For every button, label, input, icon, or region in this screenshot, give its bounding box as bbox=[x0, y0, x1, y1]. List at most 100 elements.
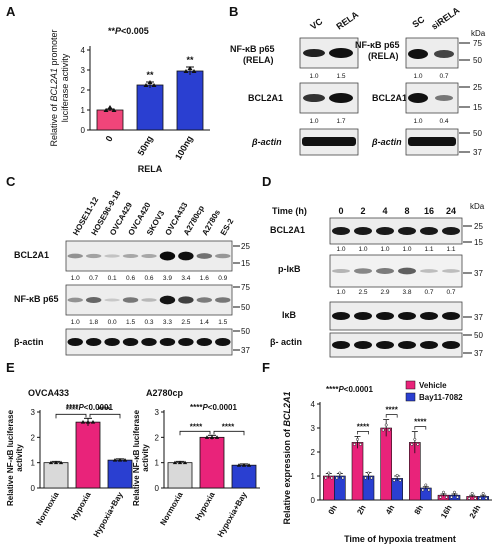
panel-b-left-band bbox=[303, 94, 325, 102]
panel-d-kda-tick: 37 bbox=[474, 269, 483, 278]
band-value: 2.5 bbox=[358, 289, 367, 296]
blot-band bbox=[332, 227, 350, 235]
blot-band bbox=[122, 297, 139, 303]
panel-b-left-row2-val: 1.7 bbox=[336, 118, 345, 125]
blot-band bbox=[85, 296, 102, 304]
blot-band bbox=[104, 338, 120, 346]
data-point bbox=[80, 420, 86, 424]
band-value: 3.3 bbox=[163, 319, 172, 326]
bar bbox=[75, 421, 101, 489]
significance-bracket bbox=[213, 430, 245, 436]
blot-band bbox=[332, 269, 350, 273]
data-point bbox=[204, 435, 210, 439]
blot-band bbox=[354, 268, 372, 274]
blot-band bbox=[141, 338, 157, 346]
band-value: 1.1 bbox=[424, 246, 433, 253]
panel-b-left-band bbox=[329, 48, 353, 58]
panel-b-lane-vc: VC bbox=[308, 16, 324, 32]
panel-e-label: E bbox=[6, 360, 15, 375]
panel-b-lane-sc: SC bbox=[410, 14, 426, 30]
data-point bbox=[209, 435, 215, 439]
bar bbox=[231, 464, 257, 489]
data-point bbox=[398, 478, 402, 482]
band-value: 1.5 bbox=[126, 319, 135, 326]
blot-band bbox=[104, 254, 120, 258]
band-value: 2.9 bbox=[380, 289, 389, 296]
significance-star: **** bbox=[357, 422, 370, 431]
data-point bbox=[177, 460, 183, 465]
data-point bbox=[359, 442, 362, 446]
blot-band bbox=[178, 296, 194, 304]
data-point bbox=[392, 478, 396, 482]
panel-e1-significance: ****P<0.0001 bbox=[66, 403, 113, 412]
blot-band bbox=[85, 338, 102, 346]
panel-d-kda-tick: 50 bbox=[474, 331, 483, 340]
bar bbox=[391, 478, 403, 501]
panel-b-kda-tick: 50 bbox=[473, 129, 482, 138]
y-tick-label: 3 bbox=[155, 408, 160, 417]
panel-e-chart2-title: A2780cp bbox=[146, 388, 184, 398]
significance-star: **** bbox=[385, 406, 398, 415]
band-value: 1.0 bbox=[380, 246, 389, 253]
panel-b-left-band bbox=[329, 93, 353, 103]
blot-band bbox=[420, 227, 438, 235]
bar bbox=[176, 70, 204, 131]
data-point bbox=[381, 428, 385, 432]
panel-b-lane-sirela: siRELA bbox=[429, 5, 461, 32]
band-value: 3.9 bbox=[163, 275, 172, 282]
panel-b-right-row1-name: NF-κB p65 bbox=[355, 40, 400, 50]
band-value: 1.0 bbox=[71, 275, 80, 282]
data-point bbox=[147, 80, 153, 84]
data-point bbox=[183, 69, 189, 73]
y-tick-label: 4 bbox=[81, 46, 86, 55]
x-tick-label: 8h bbox=[413, 503, 426, 516]
data-point bbox=[427, 488, 431, 492]
data-point bbox=[456, 495, 459, 499]
band-value: 0.7 bbox=[446, 289, 455, 296]
band-value: 1.5 bbox=[218, 319, 227, 326]
data-point bbox=[111, 108, 117, 112]
band-value: 1.6 bbox=[200, 275, 209, 282]
data-point bbox=[48, 460, 54, 465]
blot-band bbox=[420, 269, 438, 273]
panel-a-ylabel: Relative of BCL2A1 promoter bbox=[49, 29, 59, 146]
data-point bbox=[191, 69, 197, 73]
blot-band bbox=[67, 338, 83, 346]
y-tick-label: 0 bbox=[155, 484, 160, 493]
panel-b-left-band bbox=[303, 49, 325, 57]
panel-b-right-row2-val: 1.0 bbox=[413, 118, 422, 125]
blot-band bbox=[332, 341, 350, 349]
data-point bbox=[112, 458, 118, 462]
panel-b-right-row1-val: 1.0 bbox=[413, 73, 422, 80]
data-point bbox=[103, 108, 109, 112]
panel-d-blot-pikb bbox=[329, 254, 463, 288]
data-point bbox=[214, 435, 220, 439]
panel-c-kda-tick: 50 bbox=[241, 303, 250, 312]
bar bbox=[136, 84, 164, 131]
panel-b-left-row1-val: 1.0 bbox=[309, 73, 318, 80]
blot-band bbox=[398, 227, 416, 235]
time-label: 8 bbox=[404, 206, 409, 216]
panel-b-right-row1-name2: (RELA) bbox=[368, 51, 399, 61]
y-tick-label: 1 bbox=[31, 459, 36, 468]
blot-band bbox=[159, 338, 176, 346]
y-tick-label: 2 bbox=[81, 86, 86, 95]
data-point bbox=[484, 496, 488, 500]
panel-c-label: C bbox=[6, 174, 16, 189]
time-label: 0 bbox=[338, 206, 343, 216]
panel-b-right-row2-name: BCL2A1 bbox=[372, 93, 407, 103]
blot-band bbox=[196, 297, 213, 303]
x-tick-label: 2h bbox=[355, 503, 368, 516]
significance-bracket bbox=[414, 426, 427, 430]
blot-band bbox=[354, 312, 372, 320]
data-point bbox=[445, 495, 448, 499]
blot-band bbox=[398, 267, 416, 275]
data-point bbox=[53, 460, 59, 465]
blot-band bbox=[122, 253, 139, 259]
data-point bbox=[236, 463, 242, 467]
bar bbox=[199, 436, 225, 489]
significance-bracket bbox=[357, 431, 369, 435]
band-value: 0.9 bbox=[218, 275, 227, 282]
data-point bbox=[478, 496, 482, 500]
panel-b-right-band bbox=[434, 50, 454, 58]
